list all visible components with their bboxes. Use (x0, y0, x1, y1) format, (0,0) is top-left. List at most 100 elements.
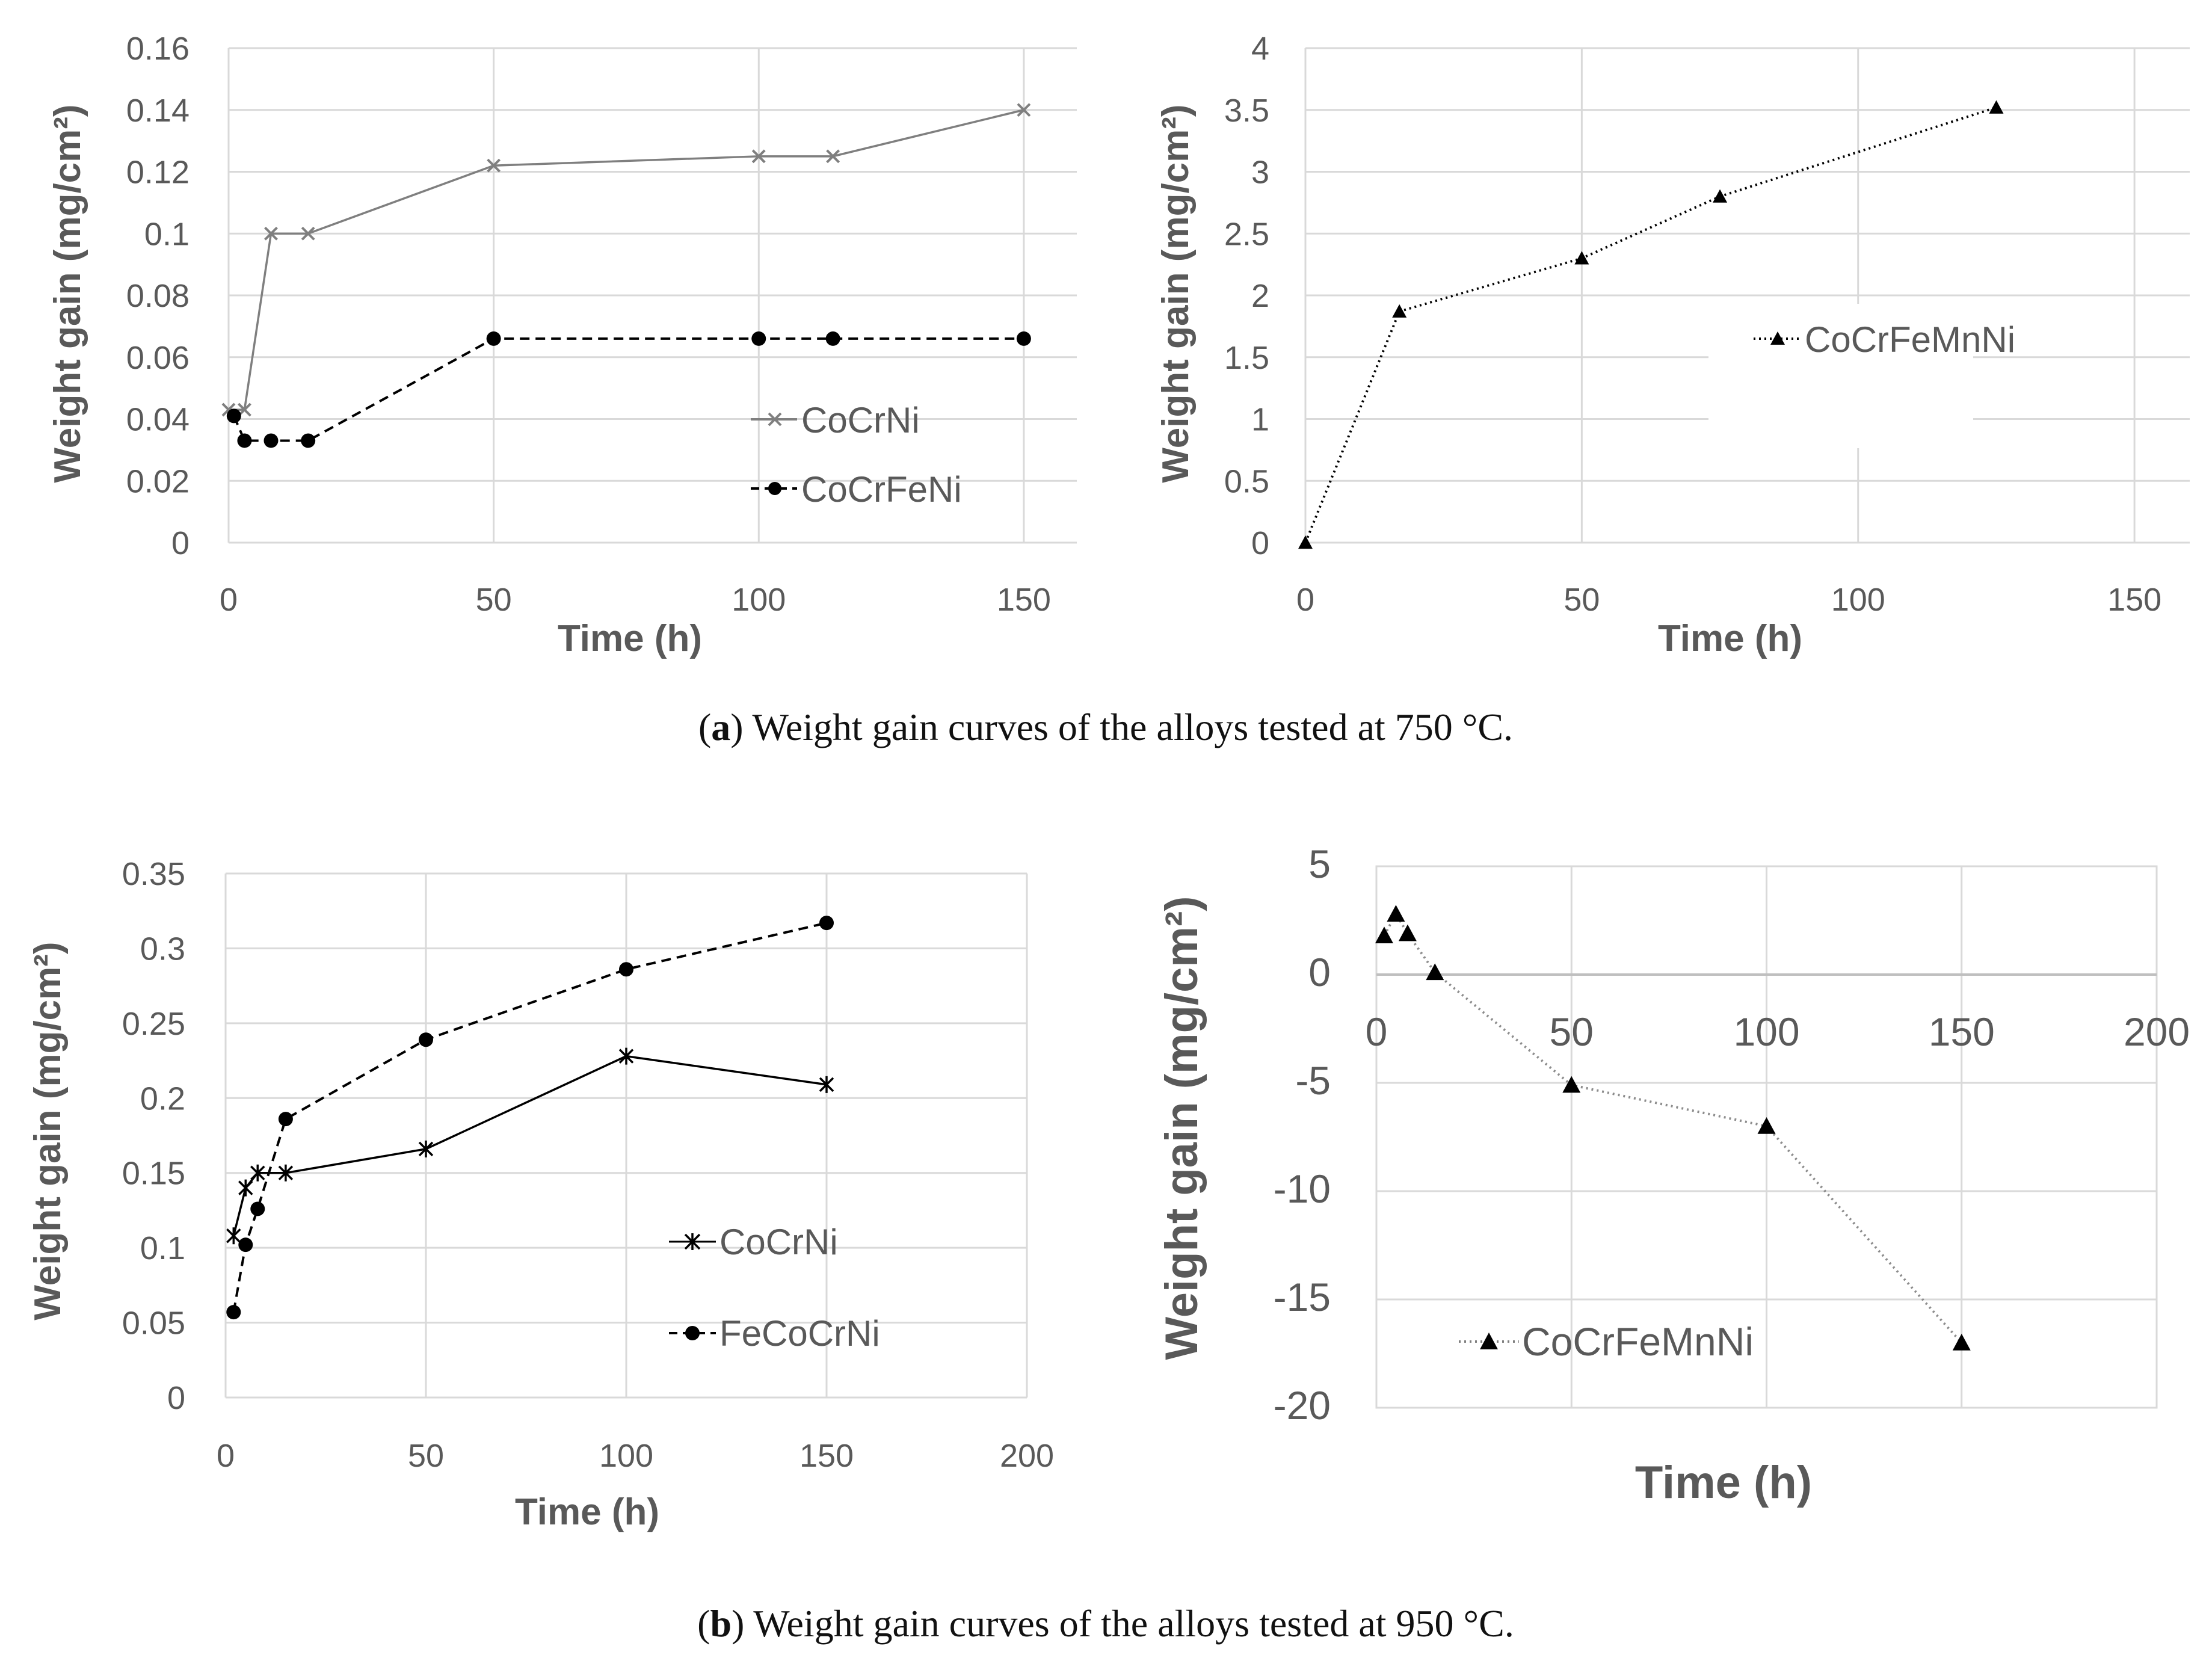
y-tick-label: 0.12 (126, 155, 189, 191)
series-line-cocrfemnni (1383, 913, 1963, 1344)
y-tick-label: 0 (1308, 950, 1331, 994)
data-point-cocrfemnni (1398, 924, 1417, 941)
y-tick-label: 0.3 (140, 931, 185, 967)
x-tick-label: 150 (997, 582, 1051, 618)
y-axis-title: Weight gain (mg/cm²) (27, 941, 69, 1320)
data-point-cocrni (618, 1047, 634, 1065)
legend-marker-circle (768, 482, 781, 495)
y-tick-label: 0.1 (144, 216, 189, 252)
series-line-cocrni (232, 1055, 827, 1236)
caption-b: (b) Weight gain curves of the alloys tes… (697, 1602, 1514, 1645)
x-tick-label: 150 (2107, 582, 2161, 618)
data-point-fecocrni (419, 1032, 433, 1047)
legend-marker-triangle (1480, 1333, 1498, 1349)
x-tick-label: 50 (476, 582, 512, 618)
data-point-cocrfeni (751, 331, 766, 346)
data-point-cocrni (278, 1164, 294, 1182)
x-axis-title: Time (h) (1658, 618, 1802, 659)
y-tick-label: 2 (1251, 278, 1269, 314)
y-tick-label: 0.2 (140, 1080, 185, 1117)
data-point-fecocrni (250, 1201, 265, 1216)
data-point-cocrni (487, 158, 501, 173)
x-tick-label: 0 (1296, 582, 1314, 618)
data-point-cocrfemnni (1562, 1076, 1581, 1093)
y-tick-label: 0.35 (122, 856, 185, 892)
y-tick-label: -10 (1274, 1166, 1331, 1211)
series-line-cocrni (229, 109, 1024, 411)
data-point-fecocrni (226, 1305, 241, 1320)
y-tick-label: 1 (1251, 402, 1269, 438)
x-tick-label: 0 (220, 582, 238, 618)
y-axis-title: Weight gain (mg/cm²) (1156, 896, 1207, 1360)
data-point-cocrfemnni (1574, 251, 1589, 265)
data-point-cocrfemnni (1713, 189, 1728, 203)
x-tick-label: 150 (799, 1438, 854, 1474)
data-point-cocrni (250, 1164, 265, 1182)
chart-950c-cocrfemnni: -20 -15 -10 -5 0 5 0 50 100 150 200 Time (h) Weig… (1156, 842, 2190, 1508)
legend-marker-triangle (1770, 331, 1785, 345)
y-tick-label: 4 (1251, 31, 1269, 67)
y-tick-label: 0.15 (122, 1156, 185, 1192)
legend-label-cocrfemnni: CoCrFeMnNi (1805, 319, 2015, 360)
legend-marker-x (768, 412, 782, 427)
y-tick-label: 0.05 (122, 1305, 185, 1342)
chart-750c-cocrfemnni: 0 0.5 1 1.5 2 2.5 3 3.5 4 0 50 100 150 Time (h) Wei… (1155, 31, 2190, 659)
data-point-cocrfemnni (1989, 100, 2004, 114)
legend-label-fecocrni: FeCoCrNi (719, 1313, 880, 1354)
y-tick-label: 0.14 (126, 93, 189, 129)
data-point-cocrfeni (825, 331, 840, 346)
data-point-cocrni (264, 226, 278, 241)
y-tick-label: 0.5 (1224, 463, 1269, 499)
x-tick-label: 200 (1000, 1438, 1054, 1474)
x-axis-title: Time (h) (515, 1491, 659, 1533)
data-point-cocrni (819, 1076, 834, 1093)
plot-frame (1375, 865, 2158, 1409)
data-point-cocrni (751, 149, 766, 164)
y-tick-label: 0.08 (126, 278, 189, 314)
data-point-cocrfeni (226, 408, 241, 424)
data-point-cocrfeni (263, 433, 279, 448)
data-point-cocrfemnni (1757, 1117, 1776, 1134)
data-point-cocrni (418, 1140, 434, 1157)
data-point-cocrfemnni (1426, 963, 1444, 981)
y-tick-label: 0 (171, 525, 189, 561)
y-tick-label: 0 (1251, 525, 1269, 561)
y-tick-label: 0.02 (126, 463, 189, 499)
x-tick-label: 0 (1366, 1009, 1388, 1054)
y-tick-label: 0.04 (126, 402, 189, 438)
data-point-cocrfeni (1016, 331, 1031, 346)
caption-a: (a) Weight gain curves of the alloys tes… (698, 706, 1513, 748)
data-point-cocrni (301, 226, 315, 241)
x-tick-label: 100 (1831, 582, 1885, 618)
x-axis-title: Time (h) (1635, 1457, 1812, 1508)
data-point-cocrfeni (237, 433, 252, 448)
data-point-fecocrni (238, 1237, 253, 1253)
y-tick-label: 0.06 (126, 340, 189, 376)
chart-950c-cocrni-fecocrni: 00.050.10.150.20.250.30.35 0 50 100 150 200 … (27, 856, 1054, 1533)
y-tick-label: 0.16 (126, 31, 189, 67)
data-point-cocrfemnni (1375, 926, 1393, 943)
legend-marker-asterisk (684, 1233, 701, 1250)
x-tick-label: 200 (2124, 1009, 2190, 1054)
x-tick-label: 50 (408, 1438, 444, 1474)
data-point-cocrfeni (486, 331, 501, 346)
x-tick-label: 100 (732, 582, 786, 618)
y-tick-label: 2.5 (1224, 216, 1269, 252)
data-point-cocrfemnni (1952, 1334, 1971, 1351)
y-axis-title: Weight gain (mg/cm²) (1155, 104, 1197, 482)
x-tick-label: 50 (1563, 582, 1600, 618)
y-axis-title: Weight gain (mg/cm²) (47, 104, 88, 482)
chart-750c-cocrni-cocrfeni: 0 0.02 0.04 0.06 0.08 0.1 0.12 0.14 0.16 0 50 100 1… (47, 31, 1077, 659)
x-tick-label: 150 (1929, 1009, 1995, 1054)
data-point-cocrni (238, 1179, 253, 1197)
y-tick-label: 3.5 (1224, 93, 1269, 129)
legend-label-cocrni: CoCrNi (801, 400, 920, 440)
y-tick-label: -15 (1274, 1275, 1331, 1319)
data-point-cocrfemnni (1387, 905, 1405, 922)
y-tick-label: -5 (1295, 1058, 1331, 1103)
x-axis-title: Time (h) (558, 618, 702, 659)
legend-label-cocrfeni: CoCrFeNi (801, 469, 962, 510)
data-point-fecocrni (819, 916, 834, 931)
x-tick-label: 50 (1550, 1009, 1594, 1054)
